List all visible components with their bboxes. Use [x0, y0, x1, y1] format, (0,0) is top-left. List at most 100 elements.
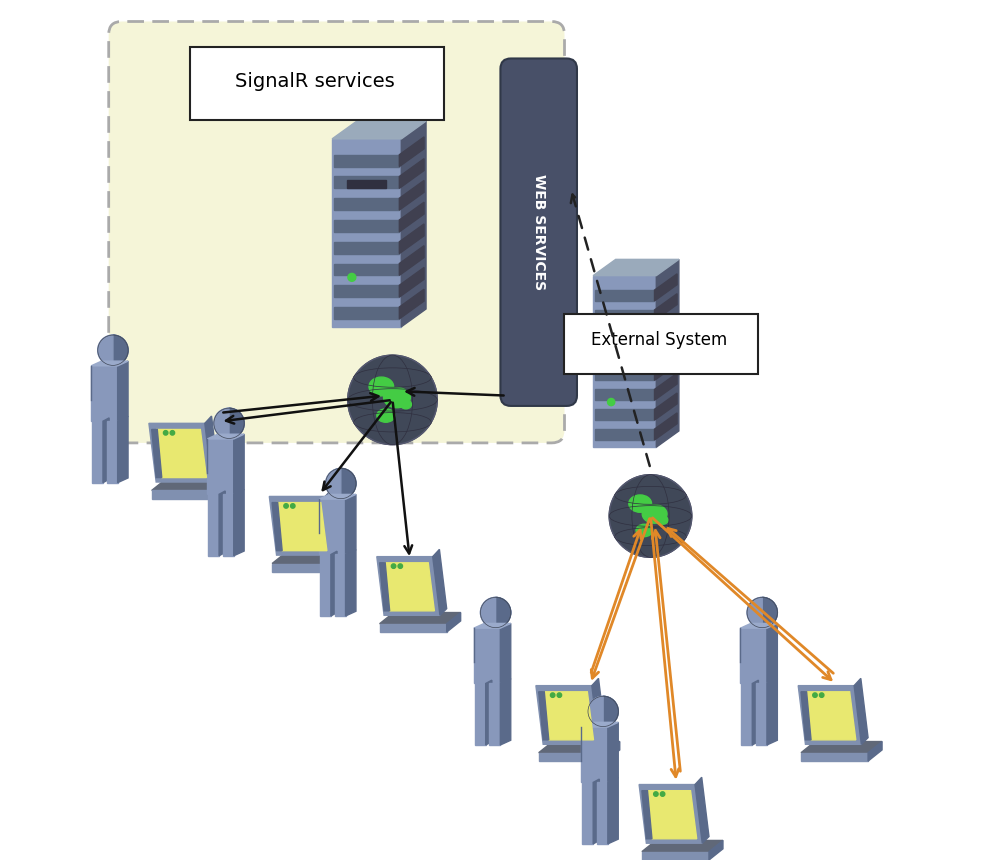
Polygon shape	[654, 294, 677, 321]
Polygon shape	[399, 224, 424, 254]
FancyBboxPatch shape	[190, 47, 444, 120]
Polygon shape	[207, 439, 234, 494]
Circle shape	[813, 693, 817, 697]
Wedge shape	[747, 598, 762, 628]
Text: WEB SERVICES: WEB SERVICES	[532, 174, 546, 291]
Polygon shape	[608, 722, 618, 783]
Circle shape	[163, 431, 168, 435]
Polygon shape	[325, 489, 339, 556]
Wedge shape	[98, 335, 113, 366]
Polygon shape	[654, 393, 677, 421]
Polygon shape	[801, 752, 868, 761]
Polygon shape	[801, 691, 811, 740]
Wedge shape	[588, 697, 603, 727]
Polygon shape	[152, 429, 162, 477]
Polygon shape	[401, 121, 426, 327]
Polygon shape	[595, 350, 654, 360]
Circle shape	[480, 598, 511, 628]
Polygon shape	[607, 314, 643, 321]
Polygon shape	[642, 840, 723, 851]
Polygon shape	[334, 155, 399, 167]
Polygon shape	[593, 779, 599, 844]
Polygon shape	[334, 242, 399, 254]
Polygon shape	[500, 679, 511, 745]
Circle shape	[550, 693, 555, 697]
Polygon shape	[740, 624, 777, 628]
Polygon shape	[581, 727, 608, 783]
Polygon shape	[752, 680, 758, 745]
Polygon shape	[377, 556, 440, 616]
Polygon shape	[536, 685, 599, 744]
Circle shape	[326, 469, 356, 499]
Polygon shape	[219, 491, 225, 556]
Polygon shape	[543, 691, 593, 740]
Ellipse shape	[400, 400, 412, 408]
Ellipse shape	[369, 377, 394, 396]
Polygon shape	[399, 202, 424, 232]
Polygon shape	[103, 418, 109, 482]
Polygon shape	[474, 628, 500, 684]
Polygon shape	[334, 263, 399, 275]
Polygon shape	[331, 551, 337, 616]
Wedge shape	[341, 469, 356, 499]
Polygon shape	[269, 496, 332, 556]
Polygon shape	[346, 550, 356, 616]
Polygon shape	[595, 429, 654, 440]
Polygon shape	[539, 741, 620, 752]
Polygon shape	[486, 680, 492, 745]
Wedge shape	[496, 598, 511, 628]
Circle shape	[170, 431, 175, 435]
Polygon shape	[91, 366, 118, 421]
Polygon shape	[380, 624, 447, 632]
Ellipse shape	[636, 525, 653, 537]
Polygon shape	[334, 220, 399, 232]
Polygon shape	[656, 260, 679, 447]
Polygon shape	[500, 624, 511, 684]
Polygon shape	[399, 289, 424, 319]
Polygon shape	[695, 777, 709, 843]
Polygon shape	[597, 783, 608, 844]
Circle shape	[348, 355, 437, 445]
Polygon shape	[118, 361, 128, 421]
Polygon shape	[740, 628, 767, 684]
Polygon shape	[277, 502, 327, 550]
Polygon shape	[593, 260, 679, 275]
Circle shape	[654, 792, 658, 796]
Polygon shape	[582, 783, 593, 844]
Ellipse shape	[384, 388, 410, 408]
Polygon shape	[593, 275, 656, 447]
Text: SignalR services: SignalR services	[235, 72, 395, 91]
Polygon shape	[332, 138, 401, 327]
Circle shape	[348, 273, 356, 281]
FancyBboxPatch shape	[109, 22, 564, 443]
Wedge shape	[480, 598, 496, 628]
Polygon shape	[223, 494, 234, 556]
Polygon shape	[334, 176, 399, 188]
Polygon shape	[798, 685, 861, 744]
Polygon shape	[156, 429, 206, 477]
Polygon shape	[149, 423, 212, 482]
Polygon shape	[654, 334, 677, 360]
Polygon shape	[539, 691, 549, 740]
Polygon shape	[335, 555, 346, 616]
Polygon shape	[646, 790, 697, 838]
Polygon shape	[654, 273, 677, 301]
Polygon shape	[767, 679, 777, 745]
Polygon shape	[595, 370, 654, 380]
Polygon shape	[319, 499, 346, 555]
Polygon shape	[868, 741, 882, 761]
Polygon shape	[152, 479, 233, 490]
Polygon shape	[347, 181, 386, 188]
Polygon shape	[642, 790, 652, 838]
Polygon shape	[801, 741, 882, 752]
Ellipse shape	[629, 495, 652, 513]
Polygon shape	[320, 555, 331, 616]
Circle shape	[588, 697, 618, 727]
Polygon shape	[399, 158, 424, 188]
Circle shape	[609, 475, 692, 557]
Polygon shape	[380, 562, 390, 611]
Ellipse shape	[377, 408, 395, 422]
Wedge shape	[603, 697, 618, 727]
Polygon shape	[339, 552, 353, 572]
Circle shape	[98, 335, 128, 366]
